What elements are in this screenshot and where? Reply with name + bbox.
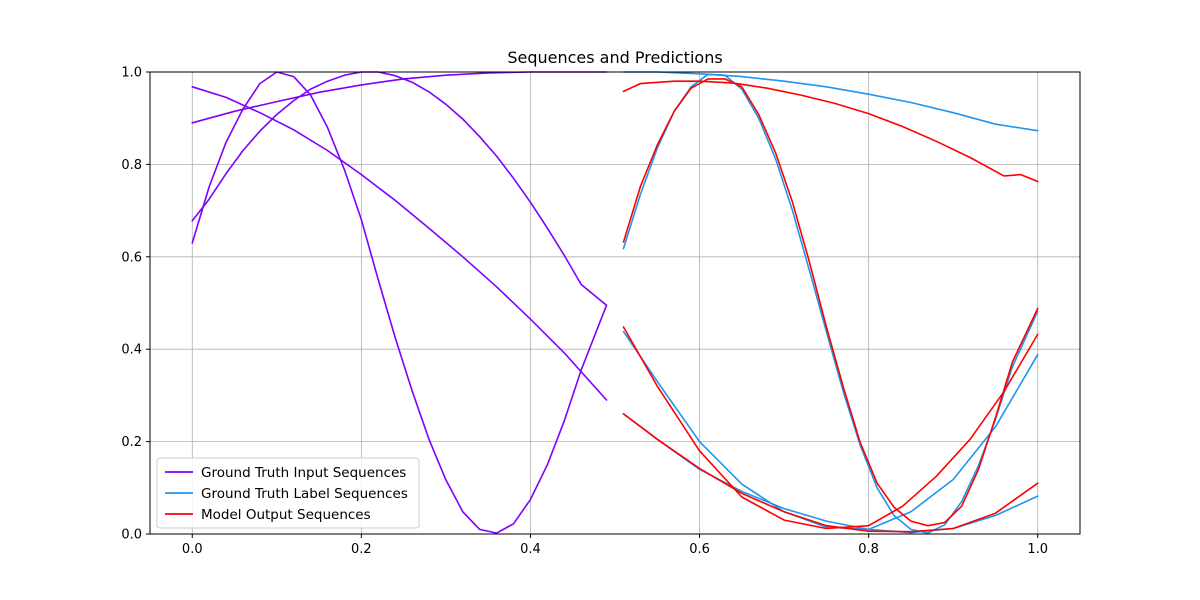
y-tick-label: 1.0: [121, 66, 142, 81]
series-line-label: [622, 73, 1039, 534]
series-line-output: [622, 78, 1039, 527]
chart-title: Sequences and Predictions: [507, 48, 722, 67]
x-tick-label: 0.6: [689, 542, 710, 557]
x-tick-label: 0.8: [858, 542, 879, 557]
x-tick-label: 1.0: [1027, 542, 1048, 557]
series-line-output: [622, 80, 1039, 183]
legend-box: [156, 457, 420, 529]
series-line-input: [191, 71, 608, 307]
series-line-input: [191, 86, 608, 401]
series-line-output: [622, 413, 1039, 533]
y-tick-label: 0.0: [121, 528, 142, 543]
axis-ticks: 0.0 0.2 0.4 0.6 0.8 1.0 0.0 0.2 0.4 0.6 0.8 1.0: [121, 66, 1048, 558]
y-tick-label: 0.6: [121, 250, 142, 265]
legend-label: Ground Truth Label Sequences: [201, 486, 408, 502]
series-line-label: [622, 330, 1039, 531]
y-tick-label: 0.2: [121, 435, 142, 450]
plot-frame: [149, 71, 1081, 535]
x-tick-label: 0.2: [351, 542, 372, 557]
series-line-label: [622, 71, 1039, 132]
y-tick-label: 0.4: [121, 343, 142, 358]
legend-label: Ground Truth Input Sequences: [201, 465, 406, 481]
series-lines: [191, 71, 1039, 534]
legend-label: Model Output Sequences: [201, 507, 371, 523]
x-tick-label: 0.4: [520, 542, 541, 557]
y-tick-label: 0.8: [121, 158, 142, 173]
series-line-output: [622, 326, 1039, 530]
series-line-input: [191, 71, 608, 534]
x-tick-label: 0.0: [182, 542, 203, 557]
legend: Ground Truth Input Sequences Ground Truth…: [156, 457, 420, 529]
